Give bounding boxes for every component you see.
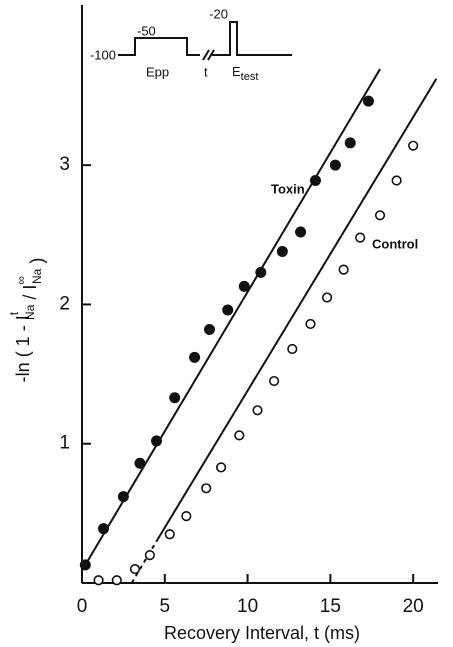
point bbox=[222, 304, 234, 316]
inset-label: Epp bbox=[146, 64, 169, 79]
point bbox=[338, 264, 349, 275]
x-tick-label: 20 bbox=[403, 596, 424, 617]
x-tick-label: 0 bbox=[77, 596, 88, 617]
inset-label: Etest bbox=[232, 64, 258, 82]
point bbox=[215, 462, 227, 473]
y-axis-label-sub: Na bbox=[30, 268, 44, 284]
point bbox=[276, 246, 288, 258]
point bbox=[408, 140, 419, 151]
point bbox=[117, 491, 129, 503]
point bbox=[134, 457, 146, 469]
y-tick-label: 3 bbox=[59, 154, 70, 175]
y-axis-label-part: / I bbox=[20, 285, 40, 305]
point bbox=[355, 232, 366, 243]
point bbox=[164, 529, 175, 540]
series-label: Control bbox=[372, 236, 418, 251]
point bbox=[111, 575, 122, 586]
y-axis-label-sup: t bbox=[7, 311, 21, 315]
inset-label: -20 bbox=[209, 6, 228, 21]
point bbox=[93, 575, 104, 586]
point bbox=[391, 175, 402, 186]
y-tick-label: 2 bbox=[59, 293, 70, 314]
x-tick-label: 10 bbox=[237, 596, 258, 617]
y-axis-label-part: ) bbox=[27, 258, 47, 269]
point bbox=[181, 511, 192, 522]
point bbox=[344, 137, 356, 149]
point bbox=[252, 405, 263, 416]
point bbox=[144, 550, 155, 561]
point bbox=[309, 174, 321, 186]
x-tick-label: 5 bbox=[160, 596, 171, 617]
point bbox=[268, 375, 280, 387]
inset-label: -100 bbox=[90, 47, 116, 62]
y-axis-label-sup: ∞ bbox=[14, 276, 28, 285]
y-axis-label: -ln ( 1 - It Na / I∞ Na ) bbox=[7, 258, 47, 383]
point bbox=[305, 318, 316, 330]
y-axis-label-part: -ln ( 1 - I bbox=[13, 315, 33, 382]
inset-label: E bbox=[232, 64, 241, 79]
point bbox=[321, 292, 333, 303]
point bbox=[203, 324, 215, 336]
y-tick-label: 1 bbox=[59, 433, 70, 454]
series-label: Toxin bbox=[271, 181, 305, 196]
point bbox=[129, 563, 141, 575]
inset-label: test bbox=[241, 71, 259, 83]
point bbox=[329, 159, 341, 171]
point bbox=[295, 226, 307, 238]
point bbox=[234, 430, 245, 441]
x-tick-label: 15 bbox=[320, 596, 341, 617]
fit-line bbox=[130, 540, 158, 584]
fit-line bbox=[81, 68, 381, 571]
point bbox=[189, 351, 201, 363]
point bbox=[287, 343, 298, 355]
fit-line bbox=[155, 78, 438, 542]
voltage-protocol bbox=[118, 21, 292, 61]
point bbox=[374, 210, 386, 221]
point bbox=[362, 95, 374, 107]
point bbox=[201, 483, 212, 494]
point bbox=[238, 280, 250, 292]
point bbox=[98, 523, 110, 535]
inset-label: -50 bbox=[137, 23, 156, 38]
point bbox=[151, 435, 163, 447]
point bbox=[79, 559, 91, 571]
x-axis-label: Recovery Interval, t (ms) bbox=[164, 623, 360, 643]
point bbox=[255, 266, 267, 278]
y-axis-label-sub: Na bbox=[23, 304, 37, 320]
inset-label: t bbox=[204, 64, 208, 79]
point bbox=[169, 392, 181, 404]
